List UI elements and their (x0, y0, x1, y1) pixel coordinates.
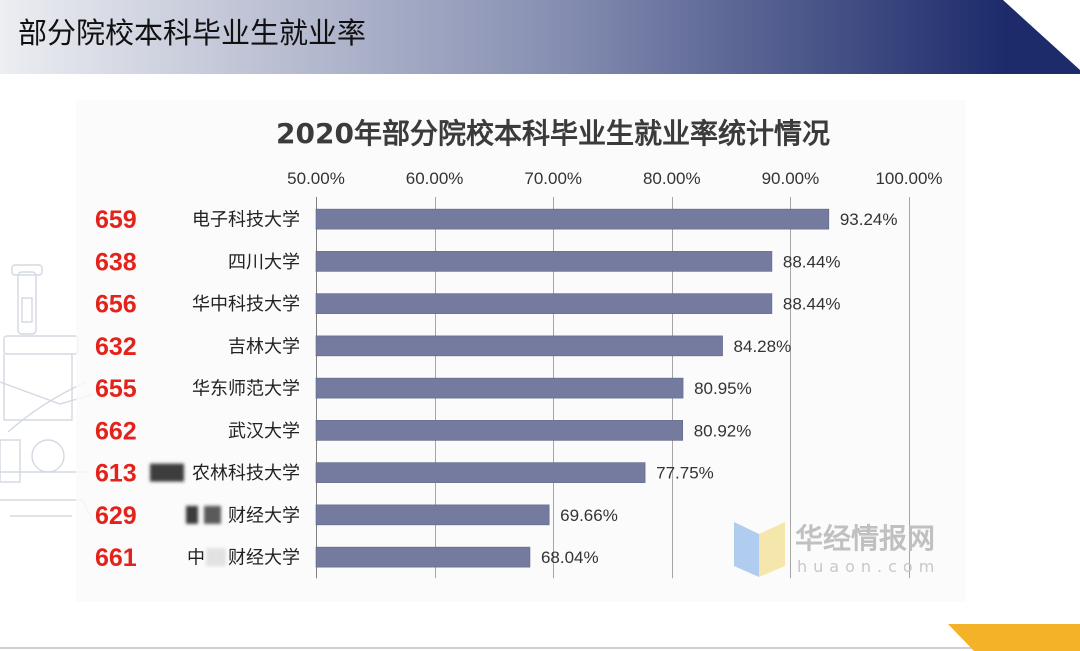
watermark-site: huaon.com (797, 557, 940, 576)
x-axis-ticks: 50.00% 60.00% 70.00% 80.00% 90.00% 100.00% (287, 169, 942, 188)
x-tick-label-50: 50.00% (287, 169, 345, 188)
redaction-blur (186, 505, 198, 524)
category-label-2: 四川大学 (228, 252, 300, 273)
score-number-5: 655 (95, 375, 137, 403)
score-number-1: 659 (95, 206, 137, 234)
bar-5 (315, 377, 684, 399)
footer (0, 624, 1080, 651)
redaction-blur (150, 463, 184, 482)
x-tick-label-70: 70.00% (524, 169, 582, 188)
illustration-wheel (31, 439, 65, 473)
category-label-4: 吉林大学 (228, 336, 300, 357)
category-label-8: 财经大学 (228, 505, 300, 526)
bar-8 (315, 504, 550, 526)
redaction-blur (206, 548, 226, 567)
watermark: 华经情报网 huaon.com (734, 522, 940, 577)
header-bar: 部分院校本科毕业生就业率 (0, 0, 1080, 74)
score-number-6: 662 (95, 417, 137, 445)
value-label-3: 88.44% (783, 295, 841, 314)
illustration-body (3, 354, 73, 421)
bars (315, 208, 830, 568)
bar-6 (315, 420, 684, 441)
category-label-7: 农林科技大学 (192, 463, 300, 484)
score-number-9: 661 (95, 544, 137, 572)
header-background (0, 0, 1080, 74)
value-label-4: 84.28% (734, 337, 792, 356)
x-tick-label-100: 100.00% (875, 169, 942, 188)
bar-4 (315, 335, 723, 357)
bar-2 (315, 251, 773, 272)
category-label-3: 华中科技大学 (192, 294, 300, 315)
category-label-6: 武汉大学 (228, 421, 300, 442)
score-column: 659 638 656 632 655 662 613 629 661 (95, 206, 137, 572)
redaction-blur (204, 505, 221, 524)
illustration-cap (11, 264, 43, 276)
illustration-plate (3, 335, 79, 355)
score-number-2: 638 (95, 248, 137, 276)
illustration-block (0, 439, 21, 483)
value-label-1: 93.24% (840, 210, 898, 229)
value-label-2: 88.44% (783, 252, 841, 271)
category-label-1: 电子科技大学 (192, 210, 300, 231)
category-prefix-9: 中 (187, 548, 205, 569)
chart: 2020年部分院校本科毕业生就业率统计情况 50.00% 60.00% 70.00%… (76, 100, 966, 602)
chart-title: 2020年部分院校本科毕业生就业率统计情况 (276, 117, 830, 150)
score-number-7: 613 (95, 460, 137, 488)
score-number-4: 632 (95, 333, 137, 361)
value-label-8: 69.66% (560, 506, 618, 525)
x-tick-label-90: 90.00% (762, 169, 820, 188)
bar-1 (315, 208, 830, 230)
value-label-5: 80.95% (694, 379, 752, 398)
value-label-6: 80.92% (694, 421, 752, 440)
score-number-3: 656 (95, 291, 137, 319)
watermark-logo-icon (734, 522, 785, 577)
watermark-logo-left (734, 522, 759, 577)
bar-3 (315, 293, 773, 314)
illustration-slot (21, 297, 33, 323)
category-labels: 电子科技大学四川大学华中科技大学吉林大学华东师范大学武汉大学农林科技大学财经大学… (150, 210, 300, 569)
value-labels: 93.24% 88.44% 88.44% 84.28% 80.95% 80.92% 77.7… (541, 210, 898, 567)
watermark-logo-right (759, 522, 785, 577)
category-label-5: 华东师范大学 (192, 379, 300, 400)
illustration-rod (17, 271, 37, 335)
page-title: 部分院校本科毕业生就业率 (18, 16, 366, 50)
value-label-7: 77.75% (656, 464, 714, 483)
bar-7 (315, 462, 646, 483)
value-label-9: 68.04% (541, 548, 599, 567)
score-number-8: 629 (95, 502, 137, 530)
x-tick-label-60: 60.00% (406, 169, 464, 188)
category-label-9: 财经大学 (228, 548, 300, 569)
bar-9 (315, 546, 531, 568)
footer-accent-stripe (948, 624, 1080, 651)
x-tick-label-80: 80.00% (643, 169, 701, 188)
watermark-name: 华经情报网 (795, 522, 935, 555)
